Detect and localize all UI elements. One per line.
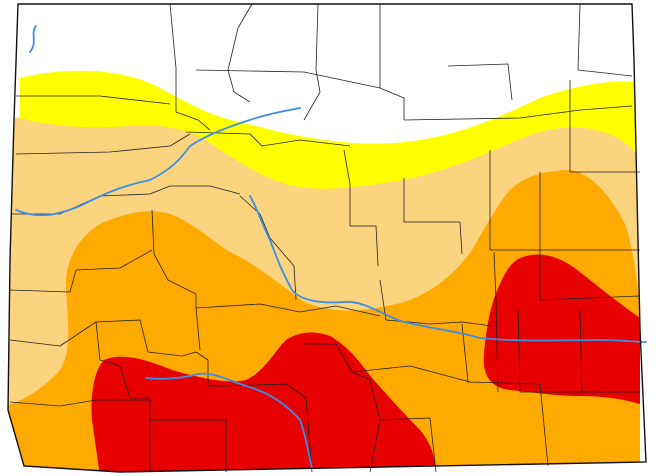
rivers: [15, 25, 647, 469]
state-border: [7, 3, 647, 473]
county-line-h3: [403, 105, 633, 121]
county-line-h13: [151, 209, 197, 295]
county-line-north-5: [447, 63, 513, 101]
county-line-north-3: [303, 3, 321, 121]
county-line-h7: [343, 149, 379, 267]
county-line-h5: [185, 131, 351, 147]
county-line-h12: [9, 249, 153, 293]
county-line-s2: [351, 365, 471, 383]
county-line-sw6: [225, 383, 313, 473]
river-north: [29, 25, 37, 53]
county-line-h18: [517, 309, 640, 393]
county-line-h16: [379, 279, 493, 327]
county-line-sw7: [306, 343, 381, 473]
county-line-h2: [195, 69, 381, 89]
county-line-sw5: [150, 419, 227, 472]
zone-d3-extreme-east: [483, 254, 640, 404]
river-gunnison: [145, 372, 313, 469]
county-line-h15: [195, 303, 381, 317]
county-line-north-1: [169, 3, 211, 131]
county-line-h6: [12, 185, 241, 215]
county-line-h8: [403, 178, 463, 255]
county-line-north-4: [379, 4, 405, 120]
county-line-h20: [461, 323, 549, 467]
county-line-north-6: [577, 3, 633, 77]
county-line-h1: [16, 95, 171, 105]
county-line-sw4: [9, 399, 151, 472]
county-line-sw2: [95, 321, 150, 399]
county-line-s1: [379, 417, 437, 473]
river-colorado: [249, 195, 647, 343]
county-line-h9: [489, 150, 640, 251]
county-line-h17: [493, 251, 499, 393]
county-line-north-2: [227, 3, 253, 103]
river-yampa: [15, 107, 301, 217]
county-line-c1: [195, 294, 201, 351]
county-line-h4: [15, 133, 191, 155]
county-line-h11: [569, 80, 640, 173]
county-line-h19: [579, 309, 583, 393]
county-line-h10: [539, 172, 641, 301]
county-boundaries: [9, 3, 641, 473]
county-line-sw3: [147, 351, 226, 387]
